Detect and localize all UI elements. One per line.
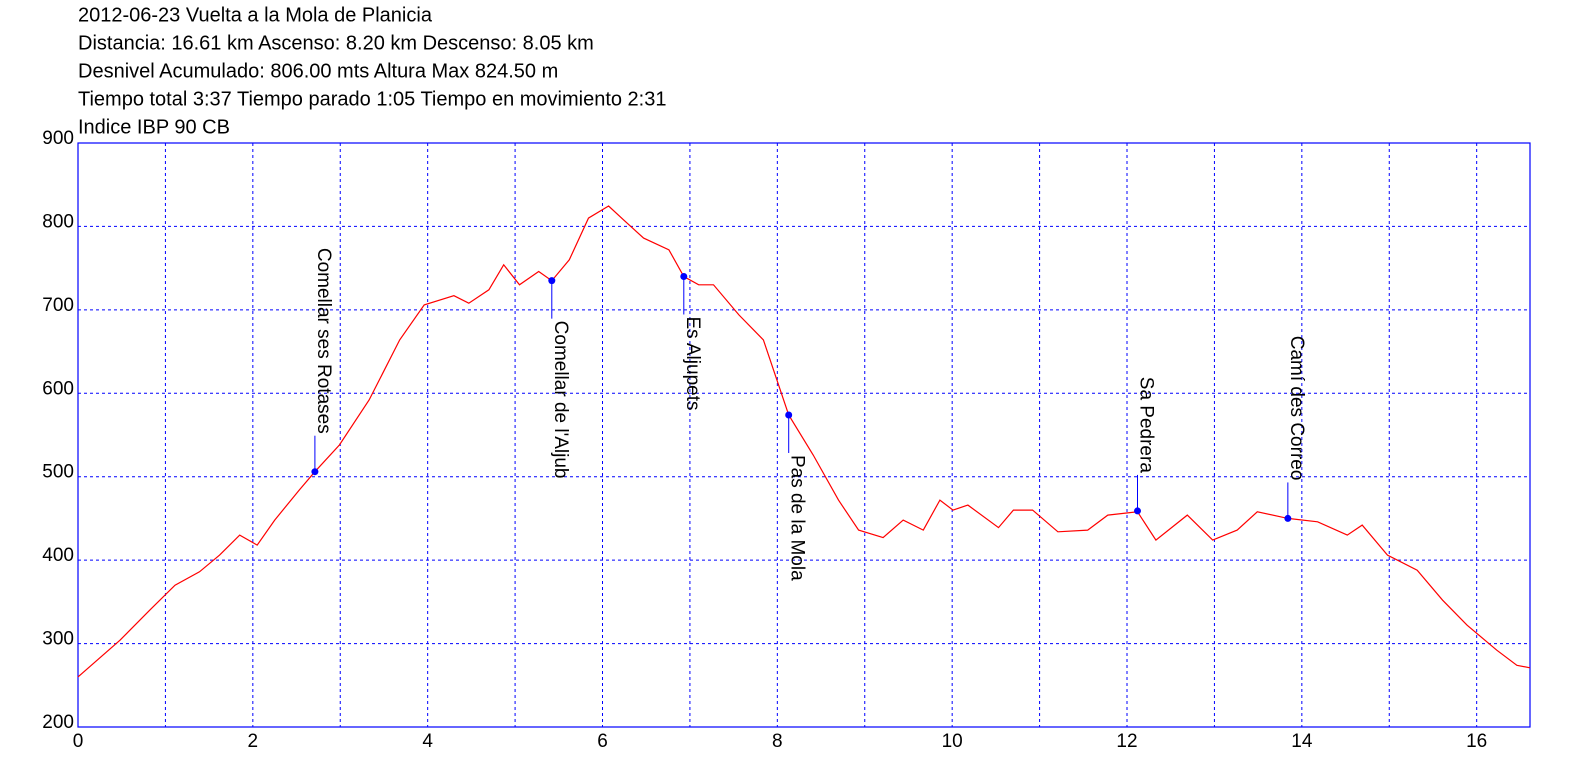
x-tick-label: 10 xyxy=(942,731,963,752)
x-tick-label: 12 xyxy=(1116,731,1137,752)
x-tick-label: 0 xyxy=(73,731,84,752)
waypoint-label: Camí des Correo xyxy=(1286,336,1307,481)
y-tick-label: 200 xyxy=(42,712,74,733)
info-line: Desnivel Acumulado: 806.00 mts Altura Ma… xyxy=(78,60,558,82)
waypoint-marker xyxy=(680,272,688,280)
y-tick-label: 800 xyxy=(42,211,74,232)
waypoint-label: Comellar de l'Aljub xyxy=(550,321,571,479)
x-tick-label: 14 xyxy=(1291,731,1313,752)
plot-frame xyxy=(77,142,1531,728)
info-line: Distancia: 16.61 km Ascenso: 8.20 km Des… xyxy=(78,32,594,54)
waypoint-label: Sa Pedrera xyxy=(1135,377,1156,474)
y-tick-label: 600 xyxy=(42,378,74,399)
waypoint-marker xyxy=(548,277,556,285)
y-tick-label: 500 xyxy=(42,462,74,483)
chart-title: 2012-06-23 Vuelta a la Mola de Planicia xyxy=(78,4,433,26)
waypoint-label: Pas de la Mola xyxy=(787,455,808,581)
waypoint-marker xyxy=(311,468,319,476)
x-tick-label: 16 xyxy=(1466,731,1487,752)
y-tick-label: 300 xyxy=(42,629,74,650)
info-line: Indice IBP 90 CB xyxy=(78,116,230,138)
y-tick-label: 400 xyxy=(42,545,74,566)
x-tick-label: 6 xyxy=(597,731,608,752)
x-tick-label: 4 xyxy=(422,731,433,752)
waypoint-marker xyxy=(1284,514,1292,522)
x-tick-label: 2 xyxy=(248,731,259,752)
waypoint-label: Es Aljupets xyxy=(682,316,703,410)
y-tick-label: 700 xyxy=(42,295,74,316)
elevation-line xyxy=(77,205,1531,678)
waypoint-label: Comellar ses Rotases xyxy=(313,248,334,434)
y-tick-label: 900 xyxy=(42,128,74,149)
info-line: Tiempo total 3:37 Tiempo parado 1:05 Tie… xyxy=(78,88,667,110)
waypoint-marker xyxy=(1133,507,1141,515)
x-tick-label: 8 xyxy=(772,731,783,752)
waypoint-marker xyxy=(785,411,793,419)
